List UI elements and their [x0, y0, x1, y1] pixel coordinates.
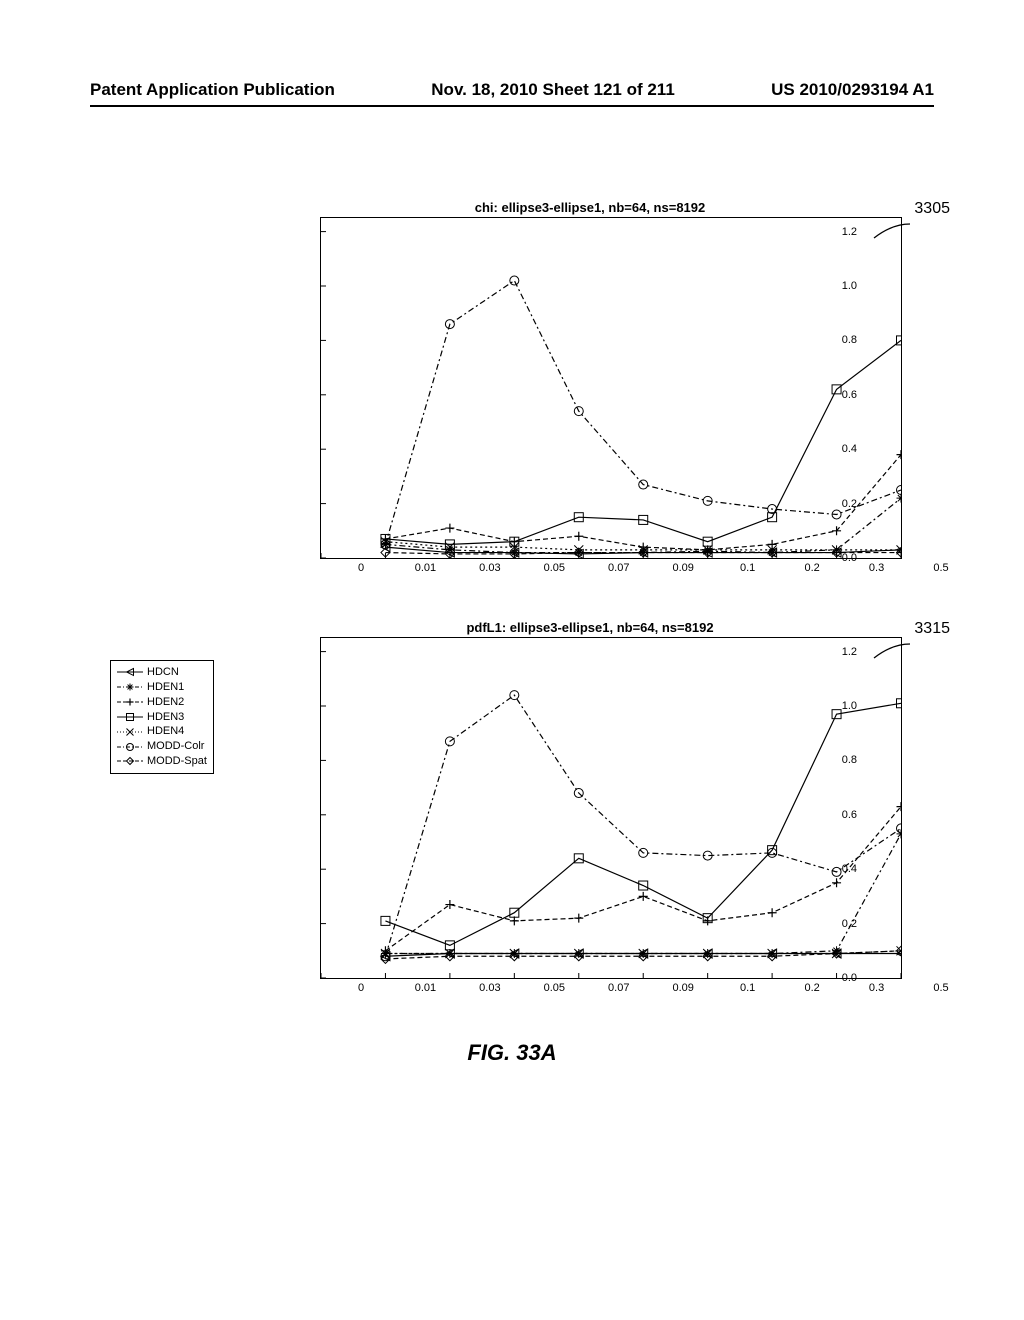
legend-marker-icon [117, 741, 143, 753]
legend: HDCN HDEN1 HDEN2 HDEN3 HDEN4 [110, 660, 214, 774]
legend-label: MODD-Spat [147, 754, 207, 769]
header-rule [90, 105, 934, 107]
header-right: US 2010/0293194 A1 [771, 80, 934, 100]
legend-row: MODD-Spat [117, 754, 207, 769]
x-tick-label: 0.5 [933, 982, 948, 994]
figure-content: HDCN HDEN1 HDEN2 HDEN3 HDEN4 [0, 180, 1024, 1320]
plot-area: 0.00.20.40.60.81.01.2 00.010.030.050.070… [320, 217, 902, 559]
legend-label: HDEN4 [147, 724, 184, 739]
chart-title: chi: ellipse3-ellipse1, nb=64, ns=8192 [280, 200, 900, 215]
legend-row: HDEN3 [117, 710, 207, 725]
header-left: Patent Application Publication [90, 80, 335, 100]
x-tick-label: 0 [358, 982, 364, 994]
x-tick-label: 0.01 [415, 562, 436, 574]
chart-top: chi: ellipse3-ellipse1, nb=64, ns=8192 3… [280, 200, 900, 559]
plot-area: 0.00.20.40.60.81.01.2 00.010.030.050.070… [320, 637, 902, 979]
chart-callout-label: 3315 [914, 620, 950, 638]
x-tick-label: 0 [358, 562, 364, 574]
x-tick-label: 0.01 [415, 982, 436, 994]
x-tick-label: 0.2 [804, 982, 819, 994]
legend-marker-icon [117, 755, 143, 767]
legend-label: MODD-Colr [147, 739, 204, 754]
x-axis-labels: 00.010.030.050.070.090.10.20.30.5 [361, 558, 901, 576]
x-tick-label: 0.03 [479, 982, 500, 994]
legend-marker-icon [117, 726, 143, 738]
x-tick-label: 0.05 [544, 982, 565, 994]
x-tick-label: 0.5 [933, 562, 948, 574]
x-tick-label: 0.07 [608, 562, 629, 574]
legend-row: HDEN2 [117, 695, 207, 710]
x-tick-label: 0.3 [869, 562, 884, 574]
x-tick-label: 0.2 [804, 562, 819, 574]
legend-row: HDCN [117, 665, 207, 680]
x-tick-label: 0.3 [869, 982, 884, 994]
legend-marker-icon [117, 666, 143, 678]
legend-marker-icon [117, 711, 143, 723]
x-tick-label: 0.09 [673, 982, 694, 994]
x-tick-label: 0.1 [740, 562, 755, 574]
figure-caption: FIG. 33A [0, 1040, 1024, 1066]
legend-label: HDEN1 [147, 680, 184, 695]
legend-label: HDEN3 [147, 710, 184, 725]
legend-row: MODD-Colr [117, 739, 207, 754]
legend-label: HDEN2 [147, 695, 184, 710]
header-center: Nov. 18, 2010 Sheet 121 of 211 [431, 80, 675, 100]
plot-svg [321, 218, 901, 558]
legend-marker-icon [117, 681, 143, 693]
chart-title: pdfL1: ellipse3-ellipse1, nb=64, ns=8192 [280, 620, 900, 635]
legend-row: HDEN1 [117, 680, 207, 695]
page-header: Patent Application Publication Nov. 18, … [0, 80, 1024, 100]
x-tick-label: 0.07 [608, 982, 629, 994]
chart-callout-label: 3305 [914, 200, 950, 218]
legend-marker-icon [117, 696, 143, 708]
x-axis-labels: 00.010.030.050.070.090.10.20.30.5 [361, 978, 901, 996]
x-tick-label: 0.1 [740, 982, 755, 994]
chart-bottom: pdfL1: ellipse3-ellipse1, nb=64, ns=8192… [280, 620, 900, 979]
legend-row: HDEN4 [117, 724, 207, 739]
x-tick-label: 0.09 [673, 562, 694, 574]
legend-label: HDCN [147, 665, 179, 680]
x-tick-label: 0.05 [544, 562, 565, 574]
x-tick-label: 0.03 [479, 562, 500, 574]
plot-svg [321, 638, 901, 978]
